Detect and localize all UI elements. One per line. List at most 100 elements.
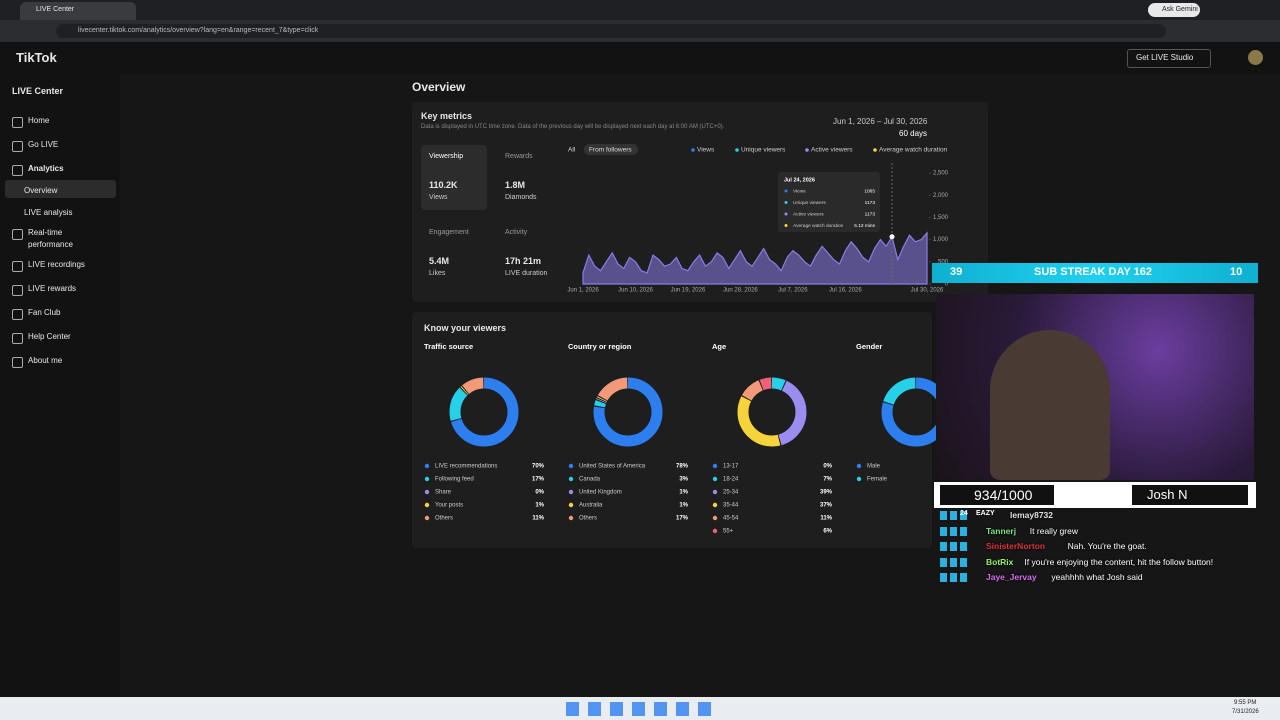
legend-label: 13-17 — [723, 464, 739, 470]
chat-badges — [940, 542, 970, 551]
gemini-label: Ask Gemini — [1162, 6, 1198, 13]
metric-label[interactable]: Rewards — [505, 153, 533, 160]
streamer-name: Josh N — [1147, 487, 1188, 502]
tooltip-date: Jul 24, 2026 — [784, 177, 815, 183]
legend-dot — [712, 489, 718, 495]
donut-segment — [737, 377, 807, 447]
metric-card-selected — [421, 145, 487, 210]
days: 60 days — [899, 129, 928, 138]
sidebar-item[interactable]: Analytics — [28, 164, 64, 173]
legend-dot — [805, 148, 809, 152]
legend-label: 45-54 — [723, 516, 739, 522]
x-tick-label: Jul 16, 2026 — [829, 288, 862, 294]
sidebar-icon — [12, 141, 23, 152]
goal: 934/1000 — [974, 487, 1033, 503]
chat-user: BotRix — [986, 556, 1014, 567]
page-title: Overview — [412, 80, 466, 94]
legend-value: 17% — [676, 516, 689, 522]
legend-label: United Kingdom — [579, 490, 622, 496]
legend-label: 35-44 — [723, 503, 739, 509]
right-count: 10 — [1230, 266, 1243, 278]
clock-time: 9:55 PM — [1234, 700, 1257, 706]
sidebar-item[interactable]: Go LIVE — [28, 140, 59, 149]
trend-chart: All From followers Views Unique viewers Acti… — [567, 144, 949, 294]
chat-badges — [940, 511, 970, 520]
note: Data is displayed in UTC time zone. Data… — [421, 124, 725, 130]
donut-segment — [593, 377, 663, 447]
sidebar-item[interactable]: Real-time performance — [28, 228, 73, 249]
metric-unit: LIVE duration — [505, 270, 548, 277]
tab[interactable] — [20, 2, 136, 20]
tooltip-name: Active viewers — [793, 211, 824, 217]
legend-label: 18-24 — [723, 477, 739, 483]
sidebar-icon — [12, 165, 23, 176]
metric-label[interactable]: Engagement — [429, 229, 469, 236]
filter[interactable]: All — [568, 147, 576, 154]
logo[interactable]: TikTok — [16, 50, 57, 65]
legend-value: 39% — [820, 490, 833, 496]
legend-dot — [424, 502, 430, 508]
taskbar-icons[interactable] — [566, 702, 716, 716]
legend-dot — [568, 502, 574, 508]
legend-dot — [712, 463, 718, 469]
sidebar-icon — [12, 285, 23, 296]
metric-label[interactable]: Viewership — [429, 153, 464, 160]
legend-dot — [735, 148, 739, 152]
legend-label[interactable]: Average watch duration — [879, 147, 948, 154]
donut-segment — [449, 377, 519, 447]
sidebar-item[interactable]: Overview — [24, 186, 58, 195]
metric-value: 17h 21m — [505, 256, 542, 266]
legend-label: Male — [867, 464, 881, 470]
sidebar-item[interactable]: About me — [28, 356, 63, 365]
y-tick-label: 500 — [938, 259, 949, 265]
donut-segment — [737, 377, 807, 447]
chat-message: yeahhhh what Josh said — [1051, 572, 1143, 582]
active-item — [5, 180, 116, 198]
donut-segment — [737, 377, 807, 447]
sidebar-item[interactable]: LIVE rewards — [28, 284, 77, 293]
legend-label[interactable]: Views — [697, 147, 715, 154]
legend-dot — [424, 515, 430, 521]
sidebar-item[interactable]: Home — [28, 116, 50, 125]
tooltip-dot — [784, 189, 788, 193]
gemini-button[interactable] — [1148, 3, 1200, 17]
legend-label[interactable]: Unique viewers — [741, 147, 786, 154]
legend-label: Canada — [579, 477, 601, 483]
clock-date: 7/31/2026 — [1232, 709, 1259, 715]
panel-title: Traffic source — [424, 342, 473, 351]
legend-value: 0% — [823, 464, 832, 470]
chat-badges — [940, 526, 970, 536]
tooltip-dot — [784, 224, 788, 227]
avatar[interactable] — [1248, 50, 1263, 65]
panel-title: Country or region — [568, 342, 632, 351]
sidebar-item[interactable]: LIVE recordings — [28, 260, 85, 269]
filter[interactable]: From followers — [589, 147, 632, 154]
address-bar[interactable] — [56, 24, 1166, 38]
chat-message: Nah. You're the goat. — [1067, 541, 1147, 551]
studio-button[interactable] — [1127, 49, 1211, 68]
sidebar-item[interactable]: LIVE analysis — [24, 208, 73, 217]
metric-value: 5.4M — [429, 256, 450, 266]
metric-unit: Views — [429, 194, 448, 201]
legend-label[interactable]: Active viewers — [811, 147, 853, 154]
sub-banner — [932, 263, 1258, 283]
legend-label: Others — [435, 516, 453, 522]
x-tick-label: Jun 28, 2026 — [723, 288, 758, 294]
tab-title: LIVE Center — [36, 6, 75, 13]
sidebar-item[interactable]: Fan Club — [28, 308, 61, 317]
y-tick-label: 2,500 — [933, 171, 949, 177]
viewers-title: Know your viewers — [424, 323, 507, 333]
legend-label: LIVE recommendations — [435, 464, 497, 470]
x-tick-label: Jun 19, 2026 — [671, 288, 706, 294]
legend-dot — [873, 148, 877, 152]
sidebar-item[interactable]: Help Center — [28, 332, 71, 341]
date-range[interactable]: Jun 1, 2026 – Jul 30, 2026 — [833, 117, 928, 126]
y-tick-label: 2,000 — [933, 193, 949, 199]
panel-title: Age — [712, 342, 726, 351]
sidebar-icon — [12, 309, 23, 320]
sidebar — [0, 74, 120, 697]
tooltip — [778, 172, 880, 232]
legend-dot — [856, 463, 862, 469]
metric-label[interactable]: Activity — [505, 229, 528, 236]
tooltip-value: 1065 — [864, 188, 875, 194]
